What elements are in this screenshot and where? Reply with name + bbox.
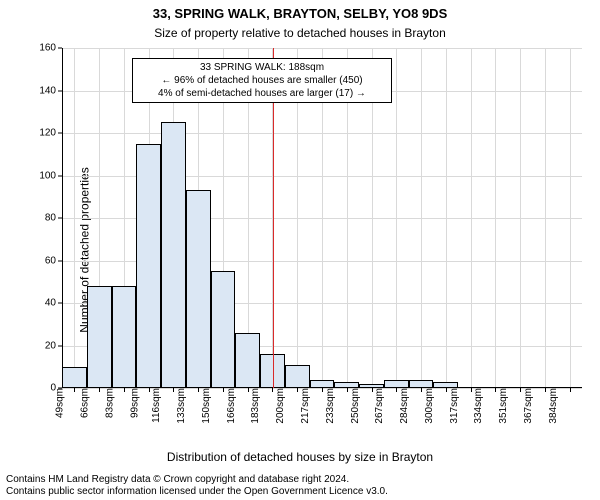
chart-container: 33, SPRING WALK, BRAYTON, SELBY, YO8 9DS…	[0, 0, 600, 500]
y-tick-label: 100	[39, 170, 62, 181]
x-tick-label: 166sqm	[226, 388, 237, 424]
histogram-bar	[87, 286, 112, 388]
y-tick-label: 40	[45, 298, 62, 309]
y-tick-label: 120	[39, 128, 62, 139]
x-tick-label: 300sqm	[424, 388, 435, 424]
footer-line2: Contains public sector information licen…	[6, 486, 594, 498]
x-tick-label: 66sqm	[80, 388, 91, 418]
histogram-bar	[112, 286, 137, 388]
y-tick-label: 60	[45, 255, 62, 266]
x-tick-label: 200sqm	[275, 388, 286, 424]
annotation-box: 33 SPRING WALK: 188sqm← 96% of detached …	[132, 58, 392, 103]
y-tick-label: 80	[45, 213, 62, 224]
x-tick-label: 351sqm	[498, 388, 509, 424]
plot-area: 02040608010012014016049sqm66sqm83sqm99sq…	[62, 48, 582, 388]
x-tick-label: 116sqm	[152, 388, 163, 423]
x-tick-label: 150sqm	[201, 388, 212, 424]
x-tick-label: 384sqm	[547, 388, 558, 424]
x-tick-label: 317sqm	[448, 388, 459, 424]
histogram-bar	[62, 367, 87, 388]
x-tick-label: 267sqm	[374, 388, 385, 424]
x-tick-label: 49sqm	[55, 388, 66, 418]
footer-attribution: Contains HM Land Registry data © Crown c…	[6, 474, 594, 498]
y-tick-label: 20	[45, 340, 62, 351]
histogram-bar	[235, 333, 260, 388]
x-tick-label: 183sqm	[250, 388, 261, 424]
x-tick-label: 367sqm	[523, 388, 534, 424]
x-tick-label: 250sqm	[349, 388, 360, 424]
y-tick-label: 140	[39, 85, 62, 96]
x-tick-label: 217sqm	[300, 388, 311, 424]
annotation-line: 33 SPRING WALK: 188sqm	[139, 61, 385, 74]
y-tick-label: 160	[39, 43, 62, 54]
histogram-bar	[136, 144, 161, 388]
histogram-bar	[161, 122, 186, 388]
chart-title-line1: 33, SPRING WALK, BRAYTON, SELBY, YO8 9DS	[0, 6, 600, 21]
histogram-bar	[285, 365, 310, 388]
chart-title-line2: Size of property relative to detached ho…	[0, 26, 600, 40]
x-tick-label: 233sqm	[325, 388, 336, 424]
x-tick-label: 133sqm	[176, 388, 187, 424]
x-tick-label: 99sqm	[129, 388, 140, 418]
x-tick-label: 83sqm	[104, 388, 115, 418]
annotation-line: ← 96% of detached houses are smaller (45…	[139, 74, 385, 87]
histogram-bar	[211, 271, 236, 388]
x-tick-label: 334sqm	[473, 388, 484, 424]
footer-line1: Contains HM Land Registry data © Crown c…	[6, 474, 594, 486]
x-tick-label: 284sqm	[399, 388, 410, 424]
x-axis-label: Distribution of detached houses by size …	[0, 450, 600, 464]
histogram-bar	[186, 190, 211, 388]
annotation-line: 4% of semi-detached houses are larger (1…	[139, 87, 385, 100]
